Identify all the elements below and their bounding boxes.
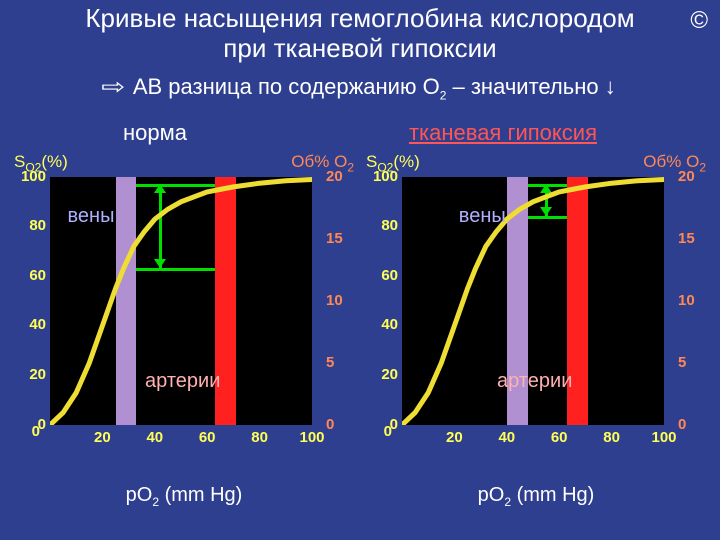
title-line2: при тканевой гипоксии <box>223 33 496 63</box>
title-line1: Кривые насыщения гемоглобина кислородом <box>85 3 634 33</box>
chart-hypoxia: SO2(%)Об% О2веныартерии02040608010005101… <box>366 152 706 508</box>
plot-area: веныартерии02040608010005101520204060801… <box>14 177 354 452</box>
ytick-right: 0 <box>678 416 706 433</box>
xtick: 80 <box>245 429 275 446</box>
ytick-right: 5 <box>678 354 706 371</box>
ytick-right: 20 <box>326 168 354 185</box>
ytick-left: 20 <box>366 366 398 383</box>
slide-title: Кривые насыщения гемоглобина кислородом … <box>12 4 708 64</box>
ytick-left: 100 <box>14 168 46 185</box>
subtitle-suffix: – значительно ↓ <box>446 74 615 99</box>
ytick-left: 100 <box>366 168 398 185</box>
xtick: 40 <box>140 429 170 446</box>
annot-arteries: артерии <box>497 370 572 393</box>
x-axis-label: рО2 (mm Hg) <box>366 484 706 509</box>
ytick-left: 60 <box>14 267 46 284</box>
xtick: 60 <box>192 429 222 446</box>
origin-label: 0 <box>20 423 40 440</box>
ytick-right: 10 <box>326 292 354 309</box>
subtitle: ⇨ АВ разница по содержанию О2 – значител… <box>12 74 708 102</box>
xtick: 80 <box>597 429 627 446</box>
xtick: 60 <box>544 429 574 446</box>
label-hypoxia: тканевая гипоксия <box>409 120 597 146</box>
ytick-right: 20 <box>678 168 706 185</box>
annot-veins: вены <box>68 205 115 228</box>
ytick-right: 10 <box>678 292 706 309</box>
ytick-left: 80 <box>366 217 398 234</box>
annot-veins: вены <box>459 205 506 228</box>
ytick-left: 40 <box>366 316 398 333</box>
plot-bg: вены артерии <box>402 177 664 425</box>
arrow-icon: ⇨ <box>102 74 126 100</box>
label-norm: норма <box>123 120 187 146</box>
xtick: 20 <box>439 429 469 446</box>
ytick-right: 0 <box>326 416 354 433</box>
plot-area: веныартерии02040608010005101520204060801… <box>366 177 706 452</box>
ytick-right: 15 <box>326 230 354 247</box>
plot-bg: вены артерии <box>50 177 312 425</box>
annot-arteries: артерии <box>145 370 220 393</box>
ytick-left: 20 <box>14 366 46 383</box>
origin-label: 0 <box>372 423 392 440</box>
subtitle-text: АВ разница по содержанию О <box>133 74 440 99</box>
ytick-right: 15 <box>678 230 706 247</box>
copyright-icon: © <box>690 7 708 35</box>
xtick: 100 <box>649 429 679 446</box>
ytick-left: 40 <box>14 316 46 333</box>
ytick-left: 80 <box>14 217 46 234</box>
x-axis-label: рО2 (mm Hg) <box>14 484 354 509</box>
xtick: 100 <box>297 429 327 446</box>
xtick: 20 <box>87 429 117 446</box>
ytick-left: 60 <box>366 267 398 284</box>
chart-norm: SO2(%)Об% О2веныартерии02040608010005101… <box>14 152 354 508</box>
ytick-right: 5 <box>326 354 354 371</box>
xtick: 40 <box>492 429 522 446</box>
